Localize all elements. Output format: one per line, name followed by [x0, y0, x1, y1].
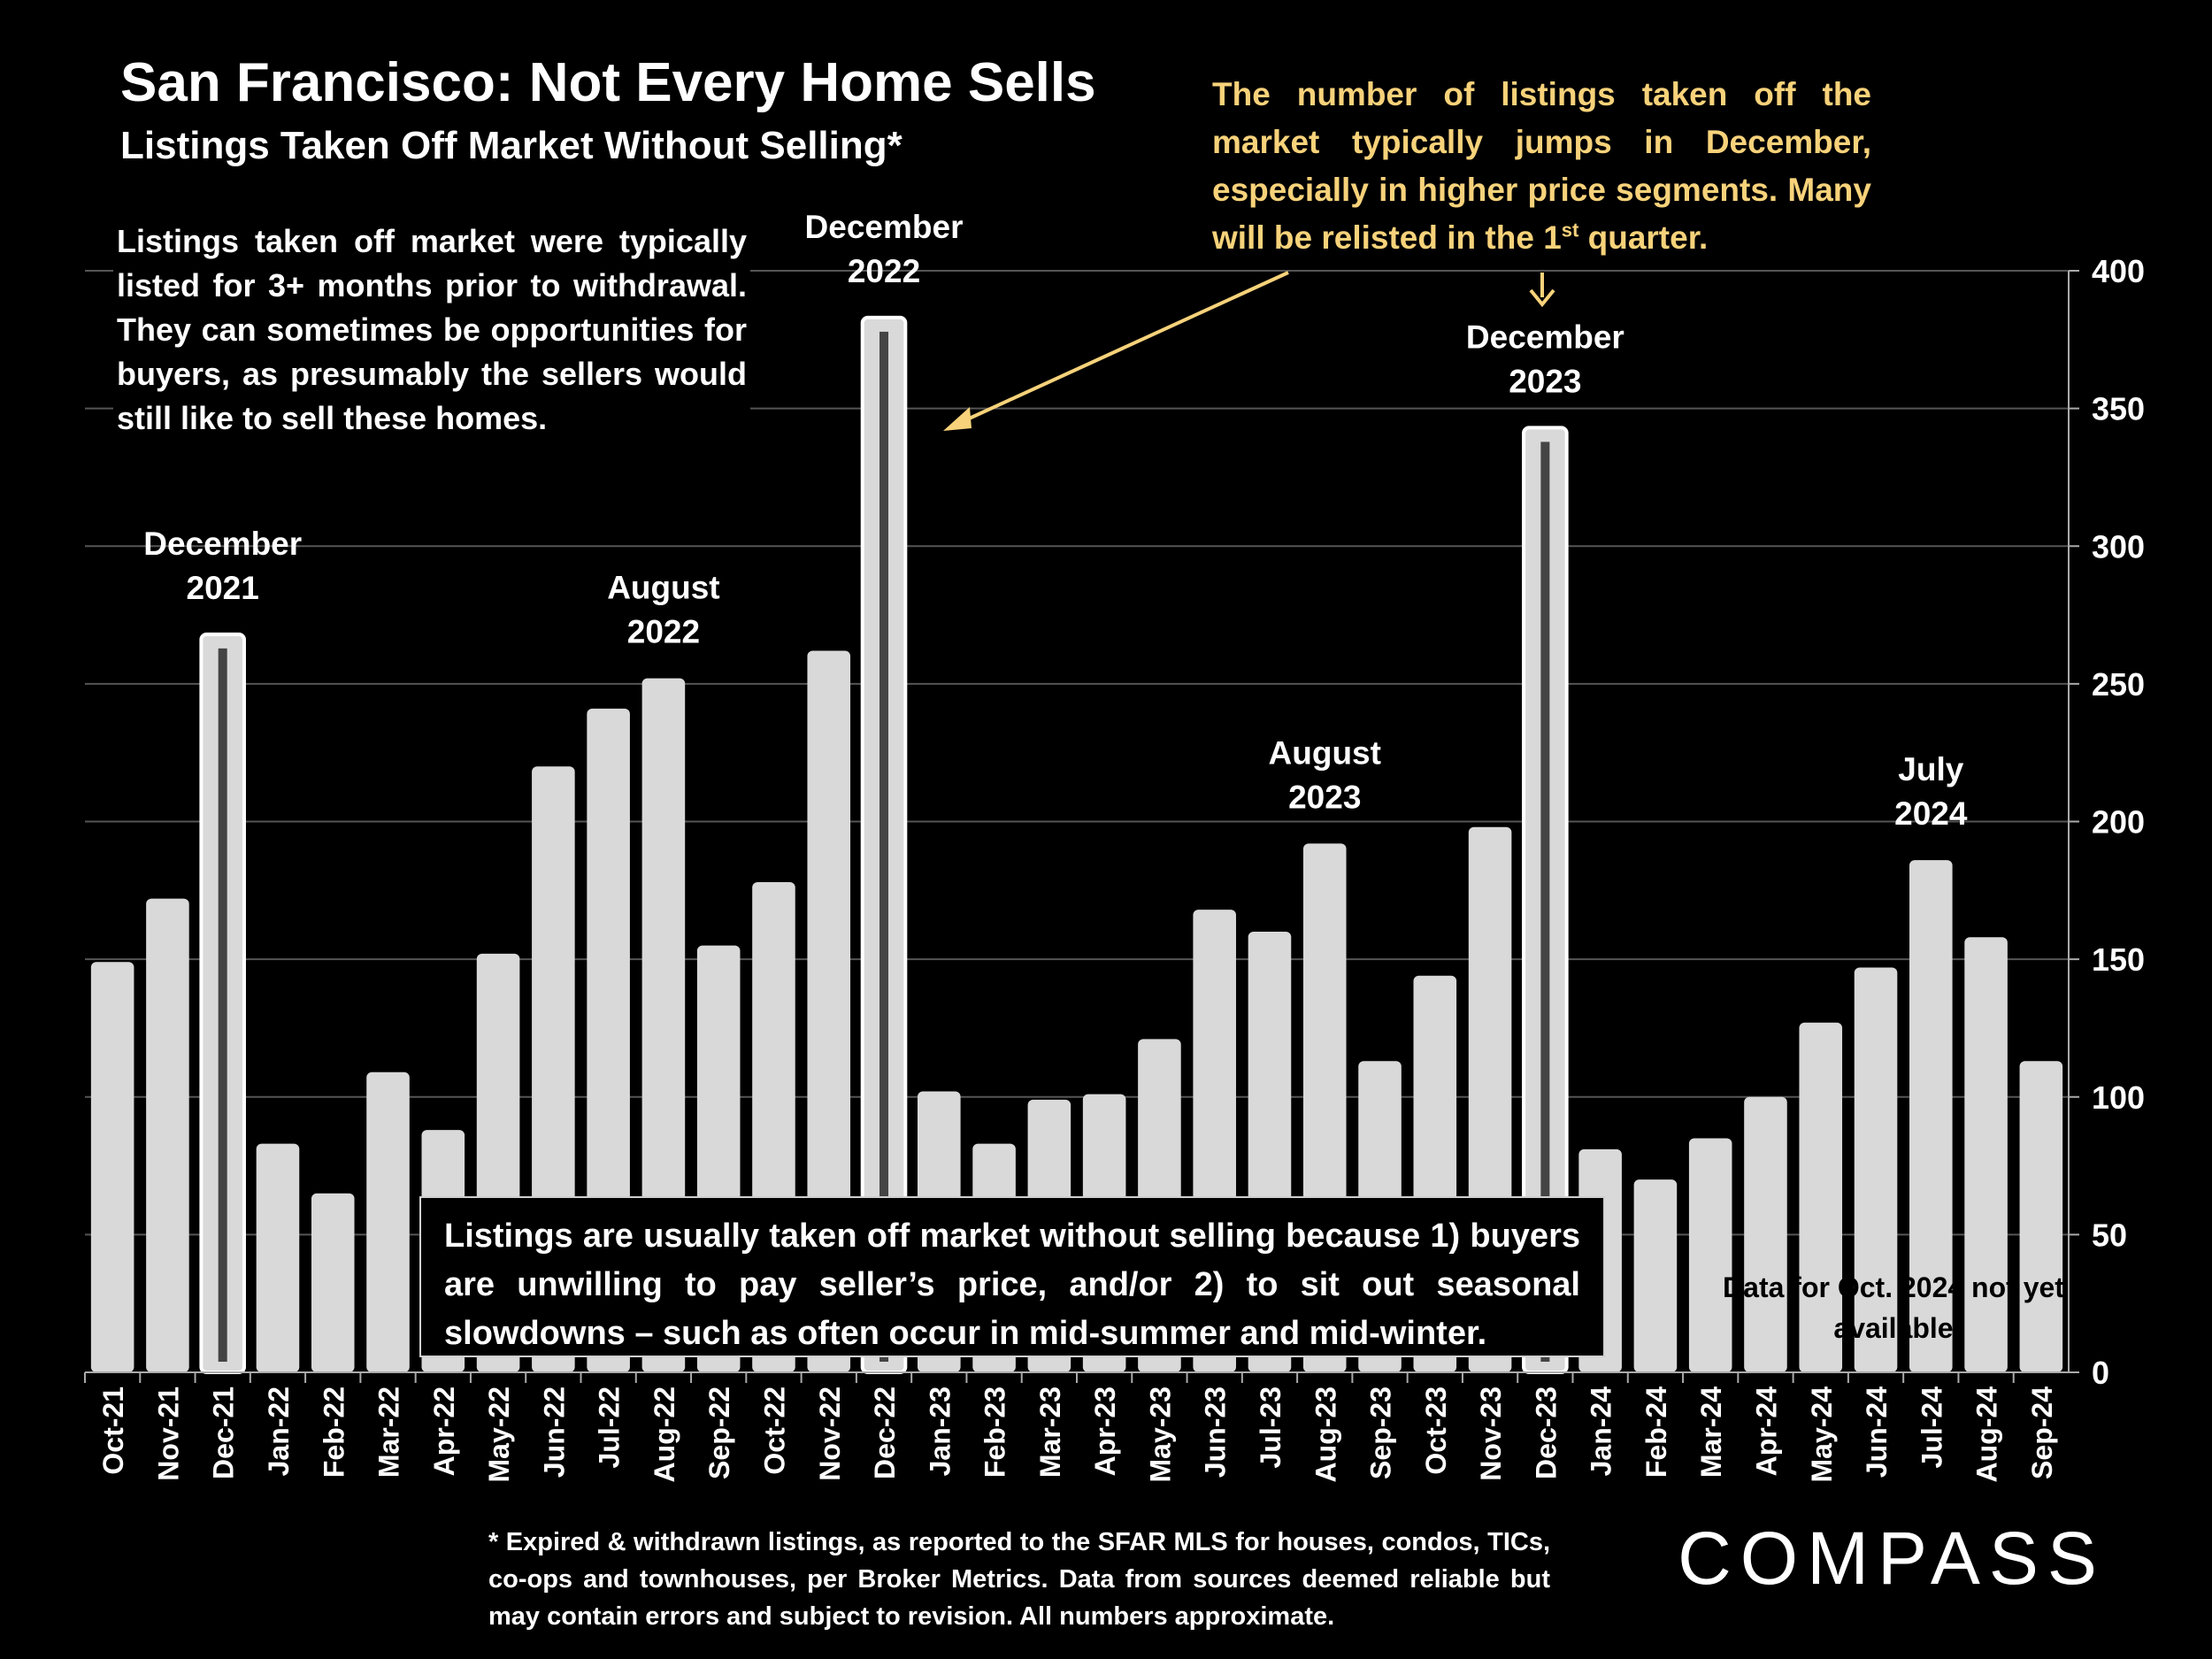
bar-apr-24 [1744, 1096, 1787, 1372]
annotation-dec-23: December [1466, 319, 1624, 355]
y-tick-label: 350 [2092, 391, 2145, 427]
annotation-jul-24: July [1898, 751, 1963, 787]
y-tick-label: 400 [2092, 253, 2145, 289]
compass-logo: COMPASS [1678, 1518, 2106, 1598]
x-tick-label: Dec-21 [208, 1386, 240, 1479]
highlight-marker-dec-21 [218, 648, 227, 1362]
highlight-marker-dec-23 [1540, 442, 1550, 1363]
x-tick-label: Jun-24 [1861, 1386, 1893, 1478]
arrow-to-dec-2022 [955, 271, 1289, 426]
y-tick-label: 300 [2092, 528, 2145, 565]
note-reasons-box: Listings are usually taken off market wi… [419, 1196, 1605, 1357]
axes: 0 50 100 150 200 250 300 350 400 Oct-21 Nov-21 Dec-… [84, 253, 2145, 1483]
y-tick-label: 200 [2092, 804, 2145, 841]
bar-may-24 [1799, 1022, 1843, 1372]
x-tick-label: Jul-22 [594, 1386, 626, 1468]
x-tick-label: Nov-21 [152, 1386, 184, 1481]
compass-logo-text: COMPASS [1678, 1518, 2106, 1598]
note-left: Listings taken off market were typically… [113, 219, 750, 441]
bar-annotations: December 2021 August 2022 December 2022 August… [143, 209, 1968, 832]
bar-mar-24 [1688, 1138, 1732, 1372]
x-tick-label: Jan-23 [924, 1386, 956, 1476]
x-tick-label: May-22 [483, 1386, 515, 1483]
x-tick-label: Aug-23 [1310, 1386, 1341, 1482]
y-tick-label: 150 [2092, 941, 2145, 978]
bar-feb-22 [311, 1193, 355, 1372]
x-tick-label: Feb-23 [979, 1386, 1011, 1478]
bar-oct-21 [90, 962, 134, 1372]
x-tick-label: Nov-23 [1475, 1386, 1507, 1481]
arrowhead-dec-2023 [1529, 288, 1555, 308]
annotation-dec-22: December [805, 209, 964, 245]
annotation-jul-24: 2024 [1894, 795, 1968, 832]
x-tick-label: Jun-23 [1200, 1386, 1232, 1478]
x-tick-label: Jul-23 [1255, 1386, 1286, 1468]
y-tick-label: 0 [2092, 1355, 2109, 1391]
x-tick-label: Apr-24 [1750, 1386, 1782, 1477]
x-tick-label: Aug-24 [1971, 1386, 2003, 1483]
x-tick-label: Sep-22 [703, 1386, 735, 1479]
chart-subtitle: Listings Taken Off Market Without Sellin… [120, 124, 902, 167]
annotation-dec-21: 2021 [187, 570, 259, 606]
bar-jul-24 [1909, 860, 1953, 1372]
x-tick-label: Jul-24 [1916, 1386, 1947, 1469]
x-tick-label: Jan-22 [263, 1386, 295, 1476]
x-tick-label: Sep-24 [2026, 1386, 2058, 1479]
bar-sep-24 [2019, 1061, 2063, 1372]
note-data-unavailable: Data for Oct. 2024 not yet available [1723, 1271, 2064, 1344]
x-tick-label: Nov-22 [814, 1386, 846, 1481]
x-tick-label: May-24 [1806, 1386, 1838, 1483]
x-tick-label: Mar-22 [373, 1386, 405, 1478]
x-tick-label: Oct-23 [1420, 1386, 1452, 1475]
y-tick-label: 250 [2092, 666, 2145, 703]
x-tick-label: Jan-24 [1586, 1386, 1617, 1477]
footnote: * Expired & withdrawn listings, as repor… [488, 1528, 1550, 1631]
bar-nov-21 [146, 898, 189, 1372]
annotation-aug-22: August [607, 570, 719, 606]
note-december: The number of listings taken off the mar… [1212, 71, 1871, 262]
x-tick-label: Feb-22 [318, 1386, 349, 1478]
x-tick-label: May-23 [1144, 1386, 1176, 1483]
chart-title: San Francisco: Not Every Home Sells [120, 52, 1096, 113]
y-tick-label: 100 [2092, 1079, 2145, 1116]
x-tick-label: Mar-24 [1695, 1386, 1727, 1478]
bar-nov-22 [807, 650, 851, 1372]
annotation-arrows [943, 271, 1555, 431]
note-december-end: quarter. [1578, 219, 1709, 256]
x-tick-label: Aug-22 [649, 1386, 680, 1482]
note-december-sup: st [1561, 219, 1579, 242]
x-tick-label: Dec-23 [1530, 1386, 1562, 1479]
x-tick-label: Sep-23 [1365, 1386, 1397, 1479]
x-tick-label: Feb-24 [1640, 1386, 1672, 1478]
bar-jun-24 [1854, 967, 1898, 1372]
bar-feb-24 [1633, 1179, 1678, 1372]
annotation-aug-23: August [1269, 734, 1381, 771]
x-tick-label: Apr-22 [428, 1386, 460, 1476]
annotation-dec-23: 2023 [1509, 363, 1581, 399]
annotation-dec-21: December [143, 526, 302, 562]
bar-mar-22 [366, 1071, 410, 1372]
bar-jan-22 [256, 1143, 300, 1372]
x-tick-label: Jun-22 [538, 1386, 570, 1478]
arrowhead-dec-2022 [943, 407, 972, 431]
annotation-aug-23: 2023 [1288, 779, 1361, 815]
annotation-aug-22: 2022 [627, 614, 700, 650]
x-tick-label: Oct-21 [97, 1386, 129, 1475]
y-tick-label: 50 [2092, 1217, 2127, 1253]
highlight-marker-dec-22 [879, 331, 889, 1363]
x-tick-label: Dec-22 [869, 1386, 901, 1479]
bar-aug-24 [1964, 937, 2008, 1372]
x-tick-label: Apr-23 [1089, 1386, 1121, 1476]
x-tick-label: Oct-22 [758, 1386, 790, 1475]
note-december-text: The number of listings taken off the mar… [1212, 76, 1871, 256]
x-tick-label: Mar-23 [1034, 1386, 1066, 1478]
annotation-dec-22: 2022 [848, 253, 920, 289]
